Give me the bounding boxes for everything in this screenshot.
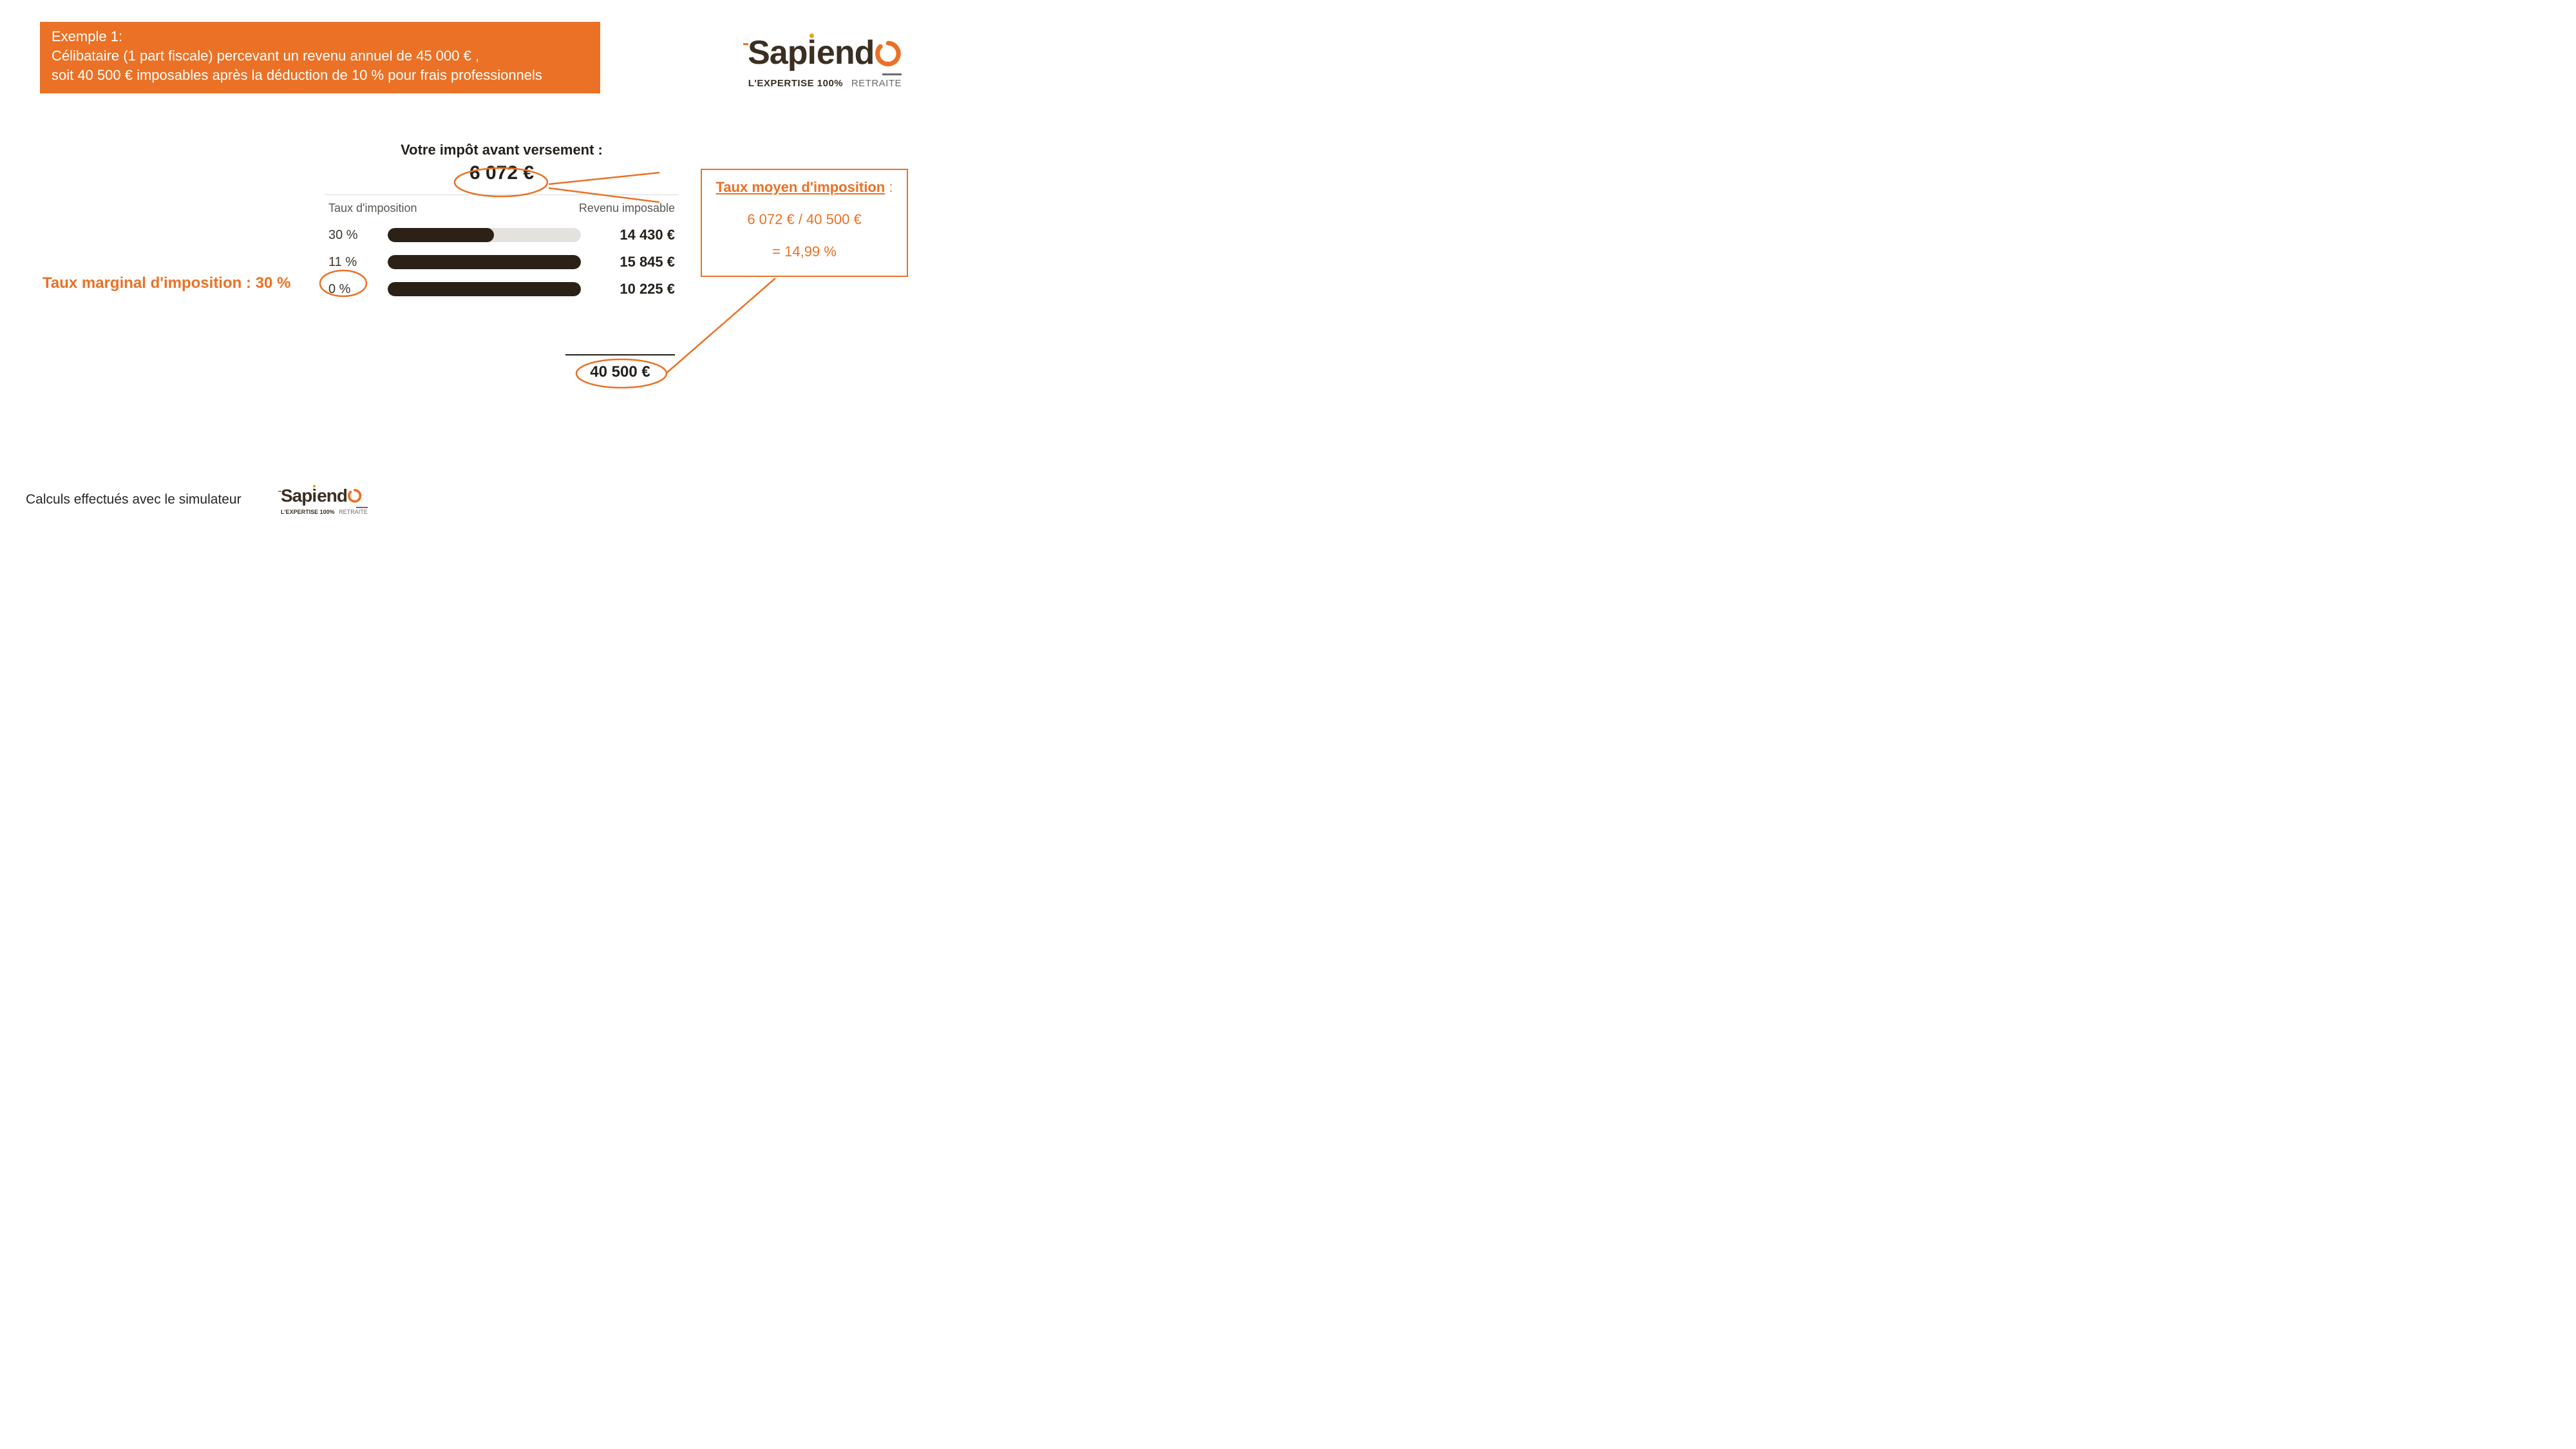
bracket-amount: 14 430 € bbox=[601, 227, 675, 243]
brand-logo-small: Sapiend L'EXPERTISE 100% RETRAITE bbox=[281, 486, 368, 515]
header-line-2: soit 40 500 € imposables après la déduct… bbox=[52, 66, 589, 85]
tax-chart: Votre impôt avant versement : 6 072 € Ta… bbox=[312, 142, 692, 308]
logo-tagline-bold: L'EXPERTISE 100% bbox=[748, 78, 843, 89]
divider bbox=[325, 194, 679, 195]
example-header: Exemple 1: Célibataire (1 part fiscale) … bbox=[40, 22, 600, 93]
tax-bracket-row: 30 % 14 430 € bbox=[312, 227, 692, 243]
marginal-rate-label: Taux marginal d'imposition : 30 % bbox=[43, 274, 290, 292]
bracket-rate: 30 % bbox=[328, 228, 367, 243]
bracket-rate: 11 % bbox=[328, 255, 367, 270]
avg-title: Taux moyen d'imposition bbox=[716, 179, 886, 195]
average-rate-box: Taux moyen d'imposition : 6 072 € / 40 5… bbox=[701, 169, 908, 277]
chart-title: Votre impôt avant versement : bbox=[312, 142, 692, 158]
tax-bracket-row: 11 % 15 845 € bbox=[312, 254, 692, 270]
header-title: Exemple 1: bbox=[52, 28, 589, 45]
bracket-bar bbox=[388, 255, 581, 269]
chart-total-value: 6 072 € bbox=[312, 162, 692, 184]
avg-result: = 14,99 % bbox=[710, 243, 899, 260]
bracket-rate: 0 % bbox=[328, 282, 367, 297]
col-head-income: Revenu imposable bbox=[579, 202, 675, 215]
sum-value: 40 500 € bbox=[565, 363, 675, 381]
brand-logo: Sapiend L'EXPERTISE 100% RETRAITE bbox=[748, 33, 902, 89]
header-line-1: Célibataire (1 part fiscale) percevant u… bbox=[52, 46, 589, 66]
bracket-bar bbox=[388, 228, 581, 242]
col-head-rate: Taux d'imposition bbox=[328, 202, 417, 215]
footer-text: Calculs effectués avec le simulateur bbox=[26, 492, 242, 507]
logo-tagline-grey: RETRAITE bbox=[851, 78, 902, 89]
sum-line bbox=[565, 354, 675, 355]
bracket-amount: 10 225 € bbox=[601, 281, 675, 298]
bracket-bar bbox=[388, 282, 581, 296]
tax-bracket-row: 0 % 10 225 € bbox=[312, 281, 692, 298]
avg-calc: 6 072 € / 40 500 € bbox=[710, 211, 899, 228]
bracket-amount: 15 845 € bbox=[601, 254, 675, 270]
